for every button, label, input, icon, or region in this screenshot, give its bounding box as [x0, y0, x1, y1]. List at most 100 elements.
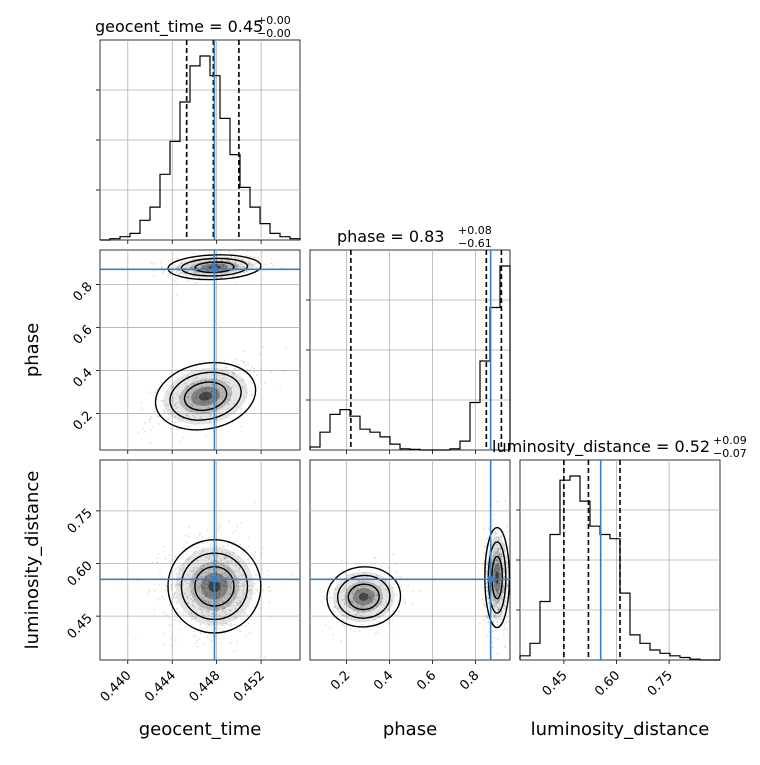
- sample-point-2-1-0-87: [391, 618, 394, 621]
- sample-point-2-0-0-763: [241, 608, 244, 611]
- sample-point-2-1-1-123: [505, 550, 507, 552]
- sample-point-2-0-0-385: [227, 602, 229, 605]
- sample-point-2-1-0-178: [400, 576, 402, 578]
- sample-point-2-1-1-104: [499, 586, 501, 589]
- sample-point-2-1-1-403: [502, 591, 505, 593]
- sample-point-1-0-1-20: [178, 401, 180, 404]
- sample-point-1-0-0-125: [234, 262, 237, 265]
- sample-point-1-0-0-204: [194, 272, 197, 274]
- sample-point-2-0-0-199: [203, 585, 206, 588]
- sample-point-2-1-0-137: [359, 600, 362, 603]
- sample-point-2-1-1-317: [496, 549, 499, 552]
- sample-point-1-0-1-306: [192, 401, 195, 404]
- sample-point-1-0-1-70: [193, 401, 195, 404]
- sample-point-2-1-0-13: [366, 576, 368, 579]
- sample-point-2-0-0-773: [229, 593, 232, 596]
- sample-point-1-0-0-132: [201, 272, 204, 275]
- sample-point-2-1-1-238: [492, 571, 495, 574]
- sample-point-2-1-1-395: [493, 569, 496, 572]
- sample-point-2-0-0-672: [230, 582, 233, 585]
- sample-point-2-0-0-361: [205, 611, 208, 613]
- sample-point-2-1-1-457: [494, 550, 496, 552]
- sample-point-2-0-0-402: [148, 588, 151, 591]
- sample-point-2-0-0-306: [189, 591, 192, 593]
- sample-point-2-1-1-307: [502, 585, 505, 588]
- sample-point-1-0-0-237: [255, 262, 257, 264]
- sample-point-2-0-0-412: [235, 558, 238, 560]
- sample-point-2-0-0-496: [220, 642, 223, 645]
- sample-point-2-0-0-484: [248, 536, 251, 539]
- sample-point-1-0-0-175: [207, 267, 209, 269]
- sample-point-2-1-0-79: [378, 616, 381, 618]
- sample-point-2-0-0-183: [234, 575, 237, 578]
- sample-point-2-0-0-264: [269, 589, 272, 592]
- sample-point-2-0-0-201: [186, 588, 189, 590]
- sample-point-1-0-1-240: [251, 393, 253, 396]
- sample-point-2-0-0-731: [178, 583, 181, 586]
- sample-point-2-1-1-297: [492, 584, 495, 586]
- sample-point-1-0-1-13: [222, 369, 225, 372]
- sample-point-2-1-1-197: [492, 586, 495, 588]
- sample-point-1-0-1-254: [282, 370, 285, 373]
- sample-point-2-1-1-214: [493, 599, 495, 602]
- sample-point-2-1-0-2: [357, 612, 359, 614]
- sample-point-2-0-0-792: [228, 520, 231, 523]
- sample-point-2-0-0-256: [267, 591, 270, 593]
- sample-point-2-0-0-57: [243, 583, 246, 586]
- sample-point-2-1-1-474: [503, 625, 506, 628]
- sample-point-1-0-0-127: [248, 255, 251, 258]
- sample-point-1-0-1-141: [201, 412, 203, 414]
- sample-point-2-0-0-589: [240, 522, 242, 524]
- sample-point-2-1-0-142: [376, 604, 379, 607]
- sample-point-1-0-1-275: [200, 396, 203, 399]
- histogram-luminosity-distance: [519, 475, 720, 661]
- sample-point-2-1-1-383: [497, 620, 499, 623]
- sample-point-2-1-1-430: [496, 581, 499, 583]
- sample-point-2-1-1-266: [495, 579, 497, 582]
- sample-point-2-1-1-272: [495, 564, 498, 567]
- sample-point-2-1-0-39: [355, 586, 358, 589]
- sample-point-2-0-0-782: [217, 568, 220, 570]
- sample-point-2-1-1-328: [497, 563, 500, 565]
- sample-point-1-0-1-304: [241, 425, 243, 428]
- sample-point-1-0-1-58: [252, 408, 255, 411]
- sample-point-2-0-0-175: [201, 576, 204, 579]
- sample-point-2-0-0-137: [209, 581, 211, 583]
- sample-point-1-0-1-90: [208, 407, 211, 409]
- sample-point-2-0-0-619: [261, 552, 263, 554]
- sample-point-2-1-0-26: [391, 610, 394, 613]
- sample-point-2-0-0-124: [185, 541, 188, 544]
- sample-point-1-0-0-241: [241, 265, 244, 268]
- sample-point-2-1-1-109: [487, 601, 490, 604]
- sample-point-2-1-0-40: [396, 571, 398, 574]
- sample-point-2-0-0-435: [222, 601, 225, 604]
- sample-point-2-0-0-441: [228, 583, 231, 586]
- sample-point-2-1-0-186: [328, 626, 331, 629]
- sample-point-2-1-0-240: [397, 600, 399, 603]
- sample-point-1-0-1-108: [224, 380, 227, 382]
- sample-point-2-0-0-37: [200, 592, 203, 595]
- sample-point-2-0-0-333: [237, 588, 240, 591]
- sample-point-2-1-0-245: [336, 586, 339, 589]
- sample-point-2-1-1-180: [496, 543, 498, 546]
- sample-point-2-1-1-326: [499, 548, 502, 551]
- sample-point-2-0-0-164: [235, 540, 237, 543]
- sample-point-1-0-1-88: [206, 401, 209, 404]
- sample-point-2-0-0-17: [215, 546, 218, 548]
- sample-point-1-0-0-329: [214, 264, 217, 267]
- scatter-panel-2-1: [320, 500, 510, 655]
- sample-point-1-0-1-192: [173, 403, 176, 406]
- sample-point-2-0-0-598: [192, 571, 194, 573]
- sample-point-2-1-1-23: [497, 593, 499, 595]
- sample-point-2-0-0-25: [205, 626, 208, 628]
- sample-point-1-0-1-106: [197, 422, 200, 424]
- sample-point-1-0-1-223: [200, 395, 202, 398]
- sample-point-1-0-1-205: [243, 386, 246, 389]
- sample-point-2-0-0-110: [206, 619, 209, 622]
- sample-point-1-0-0-322: [212, 264, 214, 266]
- sample-point-2-0-0-177: [186, 597, 189, 599]
- sample-point-1-0-1-61: [250, 365, 253, 368]
- sample-point-1-0-1-262: [148, 391, 151, 394]
- sample-point-2-0-0-502: [226, 587, 229, 589]
- sample-point-1-0-1-303: [190, 392, 193, 395]
